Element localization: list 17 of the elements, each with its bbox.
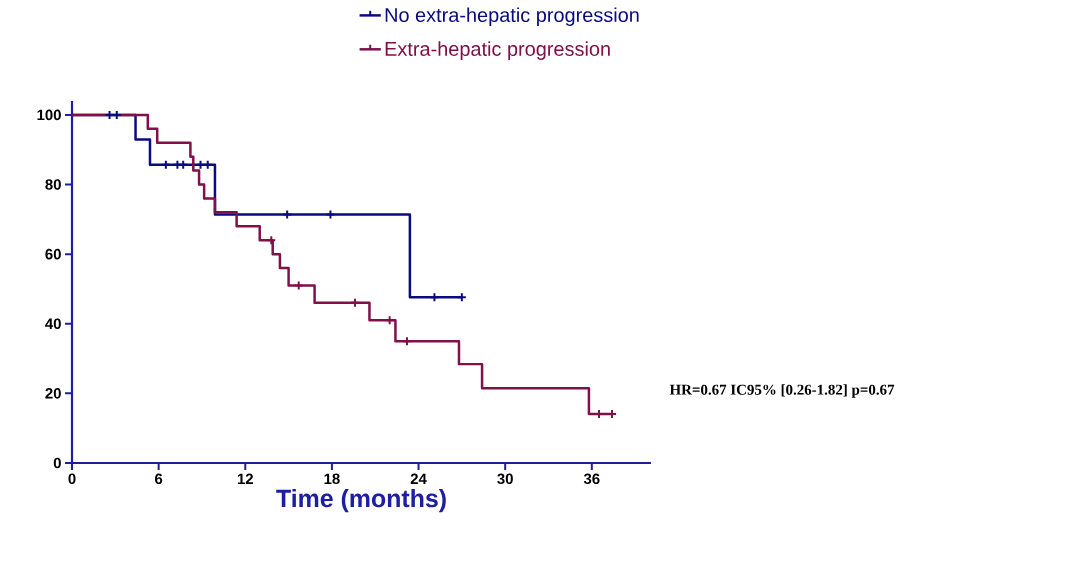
y-tick-label: 60	[45, 248, 61, 260]
text: HR=0.67 IC95% [0.26-1.82] p=0.67	[669, 384, 895, 398]
y-tick-label: 40	[45, 318, 61, 330]
x-tick-label: 36	[583, 473, 600, 485]
x-tick-label: 12	[237, 473, 253, 484]
legend-label: No extra-hepatic progression	[385, 7, 639, 26]
x-tick-label: 0	[68, 473, 76, 485]
y-tick-label: 20	[45, 388, 61, 399]
x-tick-label: 18	[324, 473, 340, 485]
x-tick-label: 30	[497, 473, 513, 485]
y-tick-label: 100	[37, 109, 61, 121]
legend-label: Extra-hepatic progression	[385, 41, 610, 60]
x-tick-label: 6	[155, 473, 163, 485]
x-axis-title: Time (months)	[276, 488, 446, 513]
y-tick-label: 80	[45, 179, 61, 190]
x-tick-label: 24	[410, 473, 427, 484]
y-tick-label: 0	[53, 457, 61, 469]
